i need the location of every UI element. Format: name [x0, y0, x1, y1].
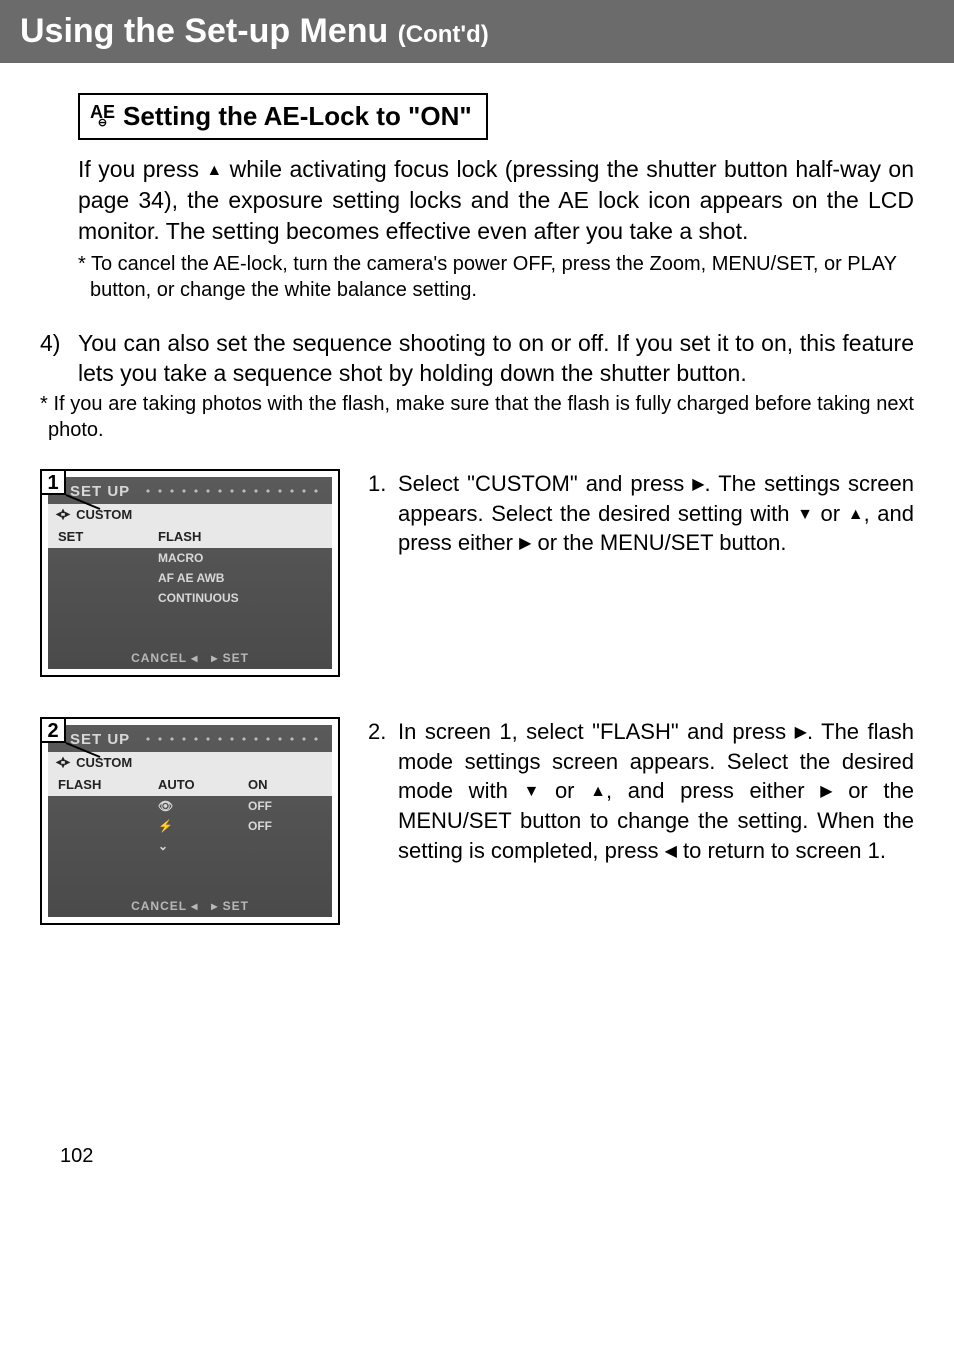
- lcd1-selected-row: SET FLASH: [48, 525, 332, 548]
- redeye-icon: 👁: [158, 799, 248, 813]
- right-triangle-icon: ▶: [795, 725, 807, 741]
- page: Using the Set-up Menu (Cont'd) AE ⊖ Sett…: [0, 0, 954, 1208]
- step-1-block: 1 SET UP ◂ ▴▾ ▸ CUSTOM SET FLASH: [40, 469, 914, 677]
- lcd1-row-af: AF AE AWB: [48, 568, 332, 588]
- flash-icon: ⚡: [158, 819, 248, 833]
- step-1-text: 1. Select "CUSTOM" and press ▶. The sett…: [368, 469, 914, 558]
- step-badge-1: 1: [40, 469, 66, 495]
- lcd2-row-more: ⌄: [48, 836, 332, 856]
- s2-a: In screen 1, select "FLASH" and press: [398, 719, 795, 744]
- note-flash-charge: * If you are taking photos with the flas…: [48, 391, 914, 443]
- header-title-cont: (Cont'd): [398, 21, 489, 48]
- section-title-box: AE ⊖ Setting the AE-Lock to "ON": [78, 93, 488, 140]
- lcd1-row-continuous: CONTINUOUS: [48, 588, 332, 608]
- lcd-screenshot-1: 1 SET UP ◂ ▴▾ ▸ CUSTOM SET FLASH: [40, 469, 340, 677]
- s1-a: Select "CUSTOM" and press: [398, 471, 692, 496]
- lcd2-row-redeye: 👁OFF: [48, 796, 332, 816]
- list-item-4: 4) You can also set the sequence shootin…: [40, 329, 914, 389]
- lcd2-footer: CANCEL ◂ ▸ SET: [48, 899, 332, 913]
- lcd1-footer: CANCEL ◂ ▸ SET: [48, 651, 332, 665]
- header-bar: Using the Set-up Menu (Cont'd): [0, 0, 954, 63]
- right-triangle-icon: ▶: [519, 536, 531, 552]
- section-title: Setting the AE-Lock to "ON": [123, 101, 472, 132]
- lcd2-sel-c1: FLASH: [58, 777, 158, 792]
- page-number: 102: [60, 1145, 914, 1168]
- up-triangle-icon: ▲: [590, 784, 606, 800]
- lcd1-dots: [142, 489, 324, 493]
- lcd-screenshot-2: 2 SET UP ◂ ▴▾ ▸ CUSTOM FLASH AUT: [40, 717, 340, 925]
- header-title-main: Using the Set-up Menu: [20, 12, 398, 50]
- s1-or: or: [813, 501, 848, 526]
- lcd1-set: SET: [223, 651, 249, 665]
- left-triangle-icon: ◀: [665, 844, 677, 860]
- right-triangle-icon: ▶: [692, 477, 704, 493]
- lcd2-sel-c2: AUTO: [158, 777, 248, 792]
- down-triangle-icon: ▼: [797, 507, 813, 523]
- step-2-text: 2. In screen 1, select "FLASH" and press…: [368, 717, 914, 865]
- step1-num: 1.: [368, 469, 398, 558]
- step-badge-2: 2: [40, 717, 66, 743]
- lcd2-sel-c3: ON: [248, 777, 308, 792]
- step-2-block: 2 SET UP ◂ ▴▾ ▸ CUSTOM FLASH AUT: [40, 717, 914, 925]
- ae-icon-bottom: ⊖: [98, 119, 107, 128]
- p1-a: If you press: [78, 156, 206, 182]
- step2-num: 2.: [368, 717, 398, 865]
- s1-d: or the MENU/SET button.: [531, 530, 786, 555]
- list-number: 4): [40, 329, 78, 389]
- chevron-down-icon: ⌄: [158, 839, 248, 853]
- right-triangle-icon: ▶: [820, 784, 832, 800]
- lcd2-cancel: CANCEL: [131, 899, 187, 913]
- lcd1-cancel: CANCEL: [131, 651, 187, 665]
- lcd2-selected-row: FLASH AUTO ON: [48, 773, 332, 796]
- down-triangle-icon: ▼: [523, 784, 539, 800]
- lcd1-sel-label: SET: [58, 529, 158, 544]
- lcd2-row-flash: ⚡OFF: [48, 816, 332, 836]
- s2-or: or: [539, 778, 590, 803]
- up-triangle-icon: ▲: [848, 507, 864, 523]
- lcd1-row-macro: MACRO: [48, 548, 332, 568]
- paragraph-ae-lock: If you press ▲ while activating focus lo…: [78, 154, 914, 247]
- lcd2-set: SET: [223, 899, 249, 913]
- note-cancel-ae-lock: * To cancel the AE-lock, turn the camera…: [90, 251, 914, 303]
- lcd2-dots: [142, 737, 324, 741]
- list-text: You can also set the sequence shooting t…: [78, 329, 914, 389]
- s2-c: , and press either: [606, 778, 820, 803]
- ae-lock-icon: AE ⊖: [90, 105, 115, 128]
- up-triangle-icon: ▲: [206, 163, 222, 179]
- lcd1-sel-value: FLASH: [158, 529, 201, 544]
- s2-e: to return to screen 1.: [677, 838, 886, 863]
